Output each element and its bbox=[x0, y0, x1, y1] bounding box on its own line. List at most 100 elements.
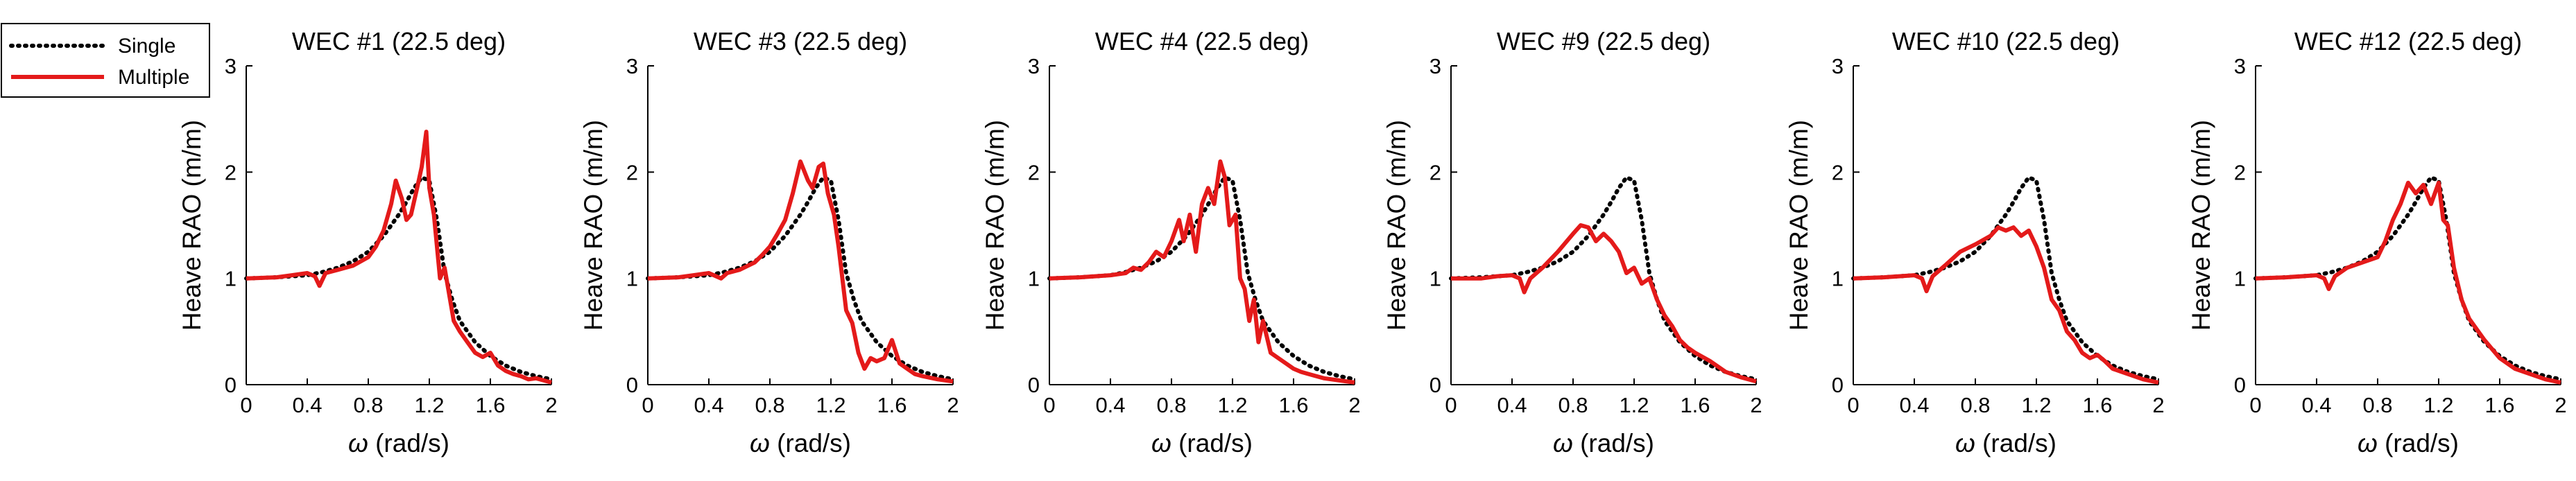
x-tick-label: 0.4 bbox=[1497, 393, 1527, 417]
x-tick-label: 0.8 bbox=[353, 393, 383, 417]
x-axis-label: ω (rad/s) bbox=[1151, 429, 1253, 457]
x-tick-label: 1.2 bbox=[2021, 393, 2051, 417]
x-axis-label: ω (rad/s) bbox=[1955, 429, 2056, 457]
series-single-line bbox=[646, 175, 955, 382]
chart-panels: 0 1 2 3 0 0.4 0.8 1.2 1.6 2 WEC #1 (22.5 deg) ω (ra… bbox=[178, 27, 2567, 457]
series-single-line bbox=[1449, 175, 1758, 382]
legend-box bbox=[1, 23, 210, 98]
chart-title: WEC #10 (22.5 deg) bbox=[1892, 27, 2120, 55]
x-tick-label: 0.8 bbox=[755, 393, 784, 417]
y-tick-label: 1 bbox=[1832, 267, 1844, 291]
x-tick-label: 0.8 bbox=[1558, 393, 1588, 417]
chart-panel-1: 0 1 2 3 0 0.4 0.8 1.2 1.6 2 WEC #1 (22.5 deg) ω (ra… bbox=[178, 27, 558, 457]
y-tick-label: 0 bbox=[1832, 373, 1844, 397]
y-tick-label: 0 bbox=[1429, 373, 1441, 397]
x-tick-label: 2 bbox=[1750, 393, 1762, 417]
series-single-line bbox=[244, 175, 553, 382]
y-tick-label: 3 bbox=[1832, 54, 1844, 78]
y-tick-label: 3 bbox=[225, 54, 237, 78]
x-tick-label: 1.6 bbox=[475, 393, 505, 417]
x-tick-label: 1.6 bbox=[877, 393, 907, 417]
y-axis-label: Heave RAO (m/m) bbox=[2187, 120, 2215, 331]
x-tick-label: 0.4 bbox=[1095, 393, 1125, 417]
y-axis-label: Heave RAO (m/m) bbox=[981, 120, 1009, 331]
x-tick-label: 0.4 bbox=[694, 393, 723, 417]
x-tick-label: 2 bbox=[2554, 393, 2566, 417]
series-multiple-line bbox=[246, 130, 552, 385]
series-multiple-line bbox=[2255, 180, 2561, 385]
x-tick-label: 1.2 bbox=[1217, 393, 1247, 417]
x-tick-label: 0.8 bbox=[2362, 393, 2392, 417]
x-tick-label: 2 bbox=[947, 393, 959, 417]
chart-panel-5: 0 1 2 3 0 0.4 0.8 1.2 1.6 2 WEC #10 (22.5 deg) ω (r… bbox=[1785, 27, 2165, 457]
x-tick-label: 2 bbox=[2152, 393, 2164, 417]
y-tick-label: 2 bbox=[1429, 160, 1441, 184]
x-tick-label: 1.6 bbox=[1680, 393, 1710, 417]
x-tick-label: 1.2 bbox=[414, 393, 444, 417]
x-tick-label: 0.4 bbox=[1899, 393, 1929, 417]
y-tick-label: 2 bbox=[1832, 160, 1844, 184]
series-single-line bbox=[1851, 175, 2161, 382]
x-tick-label: 0 bbox=[1847, 393, 1859, 417]
series-multiple-line bbox=[647, 159, 954, 384]
y-tick-label: 0 bbox=[1028, 373, 1040, 397]
chart-panel-6: 0 1 2 3 0 0.4 0.8 1.2 1.6 2 WEC #12 (22.5 deg) ω (r… bbox=[2187, 27, 2567, 457]
y-tick-label: 3 bbox=[626, 54, 638, 78]
y-tick-label: 1 bbox=[225, 267, 237, 291]
chart-title: WEC #9 (22.5 deg) bbox=[1497, 27, 1710, 55]
x-tick-label: 0.8 bbox=[1960, 393, 1990, 417]
x-tick-label: 1.2 bbox=[1619, 393, 1649, 417]
y-axis-label: Heave RAO (m/m) bbox=[1785, 120, 1813, 331]
series-multiple-line bbox=[1451, 223, 1757, 384]
x-tick-label: 1.2 bbox=[2423, 393, 2453, 417]
y-tick-label: 0 bbox=[626, 373, 638, 397]
y-tick-label: 2 bbox=[225, 160, 237, 184]
y-tick-label: 3 bbox=[1028, 54, 1040, 78]
y-tick-label: 3 bbox=[1429, 54, 1441, 78]
x-tick-label: 0.4 bbox=[292, 393, 322, 417]
x-tick-label: 1.6 bbox=[2484, 393, 2514, 417]
y-tick-label: 2 bbox=[1028, 160, 1040, 184]
x-tick-label: 0 bbox=[2249, 393, 2261, 417]
x-tick-label: 0.4 bbox=[2301, 393, 2331, 417]
x-axis-label: ω (rad/s) bbox=[348, 429, 449, 457]
chart-panel-4: 0 1 2 3 0 0.4 0.8 1.2 1.6 2 WEC #9 (22.5 deg) ω (ra… bbox=[1382, 27, 1762, 457]
x-axis-label: ω (rad/s) bbox=[1553, 429, 1654, 457]
x-tick-label: 1.6 bbox=[2082, 393, 2112, 417]
x-tick-label: 2 bbox=[545, 393, 557, 417]
x-tick-label: 0 bbox=[240, 393, 252, 417]
x-tick-label: 1.2 bbox=[816, 393, 845, 417]
legend-label-multiple: Multiple bbox=[118, 66, 189, 89]
legend-label-single: Single bbox=[118, 35, 175, 58]
chart-panel-2: 0 1 2 3 0 0.4 0.8 1.2 1.6 2 WEC #3 (22.5 deg) ω (ra… bbox=[579, 27, 959, 457]
y-axis-label: Heave RAO (m/m) bbox=[579, 120, 608, 331]
x-tick-label: 0 bbox=[642, 393, 653, 417]
series-multiple-line bbox=[1049, 159, 1355, 385]
x-tick-label: 0.8 bbox=[1156, 393, 1186, 417]
y-tick-label: 0 bbox=[2234, 373, 2246, 397]
chart-panel-3: 0 1 2 3 0 0.4 0.8 1.2 1.6 2 WEC #4 (22.5 deg) ω (ra… bbox=[981, 27, 1361, 457]
y-axis-label: Heave RAO (m/m) bbox=[1382, 120, 1411, 331]
y-tick-label: 1 bbox=[2234, 267, 2246, 291]
legend: Single Multiple bbox=[1, 23, 210, 98]
y-tick-label: 2 bbox=[626, 160, 638, 184]
y-tick-label: 2 bbox=[2234, 160, 2246, 184]
y-tick-label: 1 bbox=[626, 267, 638, 291]
chart-title: WEC #1 (22.5 deg) bbox=[292, 27, 506, 55]
y-tick-label: 1 bbox=[1429, 267, 1441, 291]
y-axis-label: Heave RAO (m/m) bbox=[178, 120, 206, 331]
chart-title: WEC #3 (22.5 deg) bbox=[694, 27, 907, 55]
x-axis-label: ω (rad/s) bbox=[750, 429, 851, 457]
y-tick-label: 1 bbox=[1028, 267, 1040, 291]
x-tick-label: 0 bbox=[1043, 393, 1055, 417]
chart-title: WEC #12 (22.5 deg) bbox=[2294, 27, 2522, 55]
series-single-line bbox=[2253, 175, 2563, 382]
x-axis-label: ω (rad/s) bbox=[2358, 429, 2459, 457]
x-tick-label: 0 bbox=[1445, 393, 1457, 417]
y-tick-label: 3 bbox=[2234, 54, 2246, 78]
series-single-line bbox=[1047, 175, 1357, 382]
y-tick-label: 0 bbox=[225, 373, 237, 397]
series-multiple-line bbox=[1853, 225, 2159, 385]
x-tick-label: 2 bbox=[1348, 393, 1360, 417]
